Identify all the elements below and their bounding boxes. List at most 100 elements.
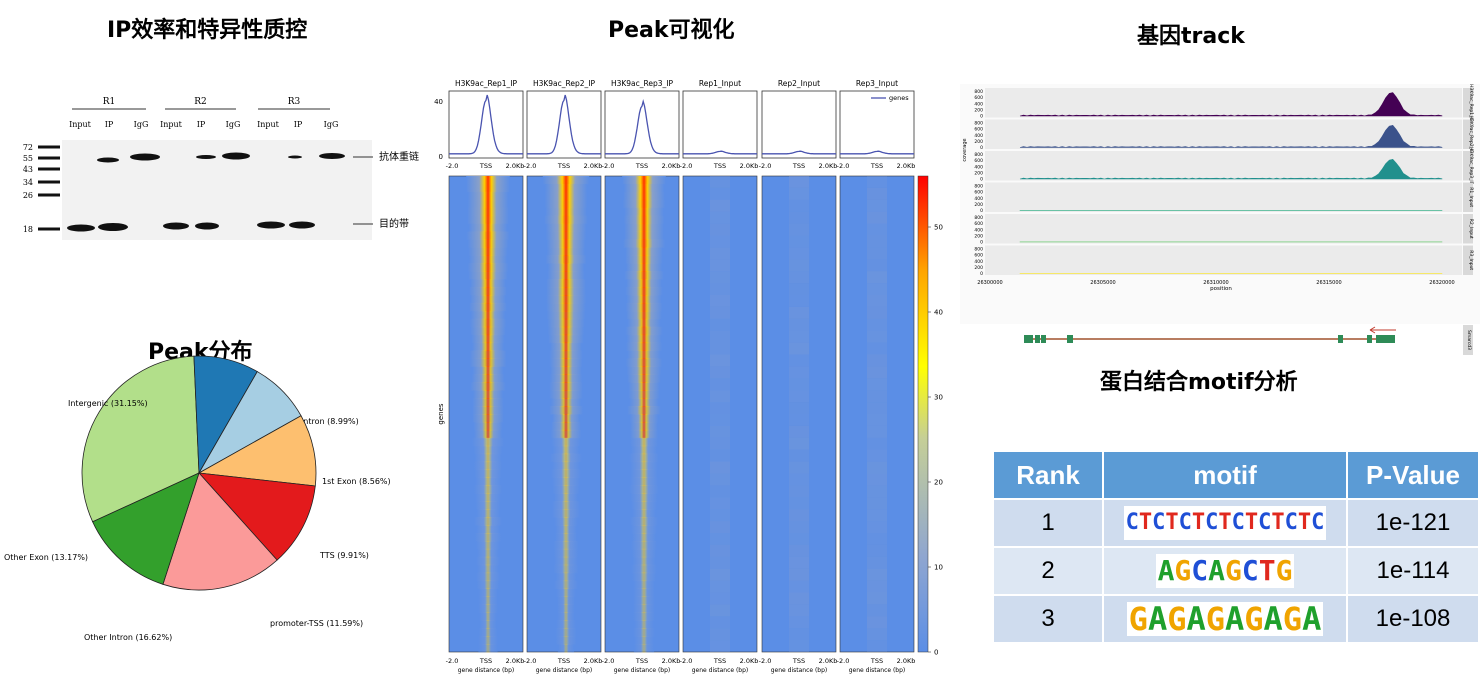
heatmap-row — [474, 429, 502, 439]
heatmap-row — [547, 271, 585, 280]
heatmap-row — [867, 473, 887, 486]
heatmap-row — [555, 636, 577, 645]
profile-xtick: TSS — [870, 162, 883, 170]
heatmap-row — [632, 628, 656, 637]
table-row: 1 CTCTCTCTCTCTCTC 1e-121 — [994, 500, 1478, 546]
heatmap-row — [470, 279, 506, 288]
target-band — [98, 223, 128, 231]
heatmap-row — [710, 199, 730, 212]
motif-letter: A — [1208, 554, 1225, 587]
heatmap-row — [478, 636, 498, 645]
heatmap-row — [710, 187, 730, 200]
heatmap-row — [546, 287, 586, 296]
profile-xtick: -2.0 — [759, 162, 772, 170]
heatmap-row — [549, 390, 583, 399]
table-row: 3 GAGAGAGAGA 1e-108 — [994, 596, 1478, 642]
heatmap-xlabel: gene distance (bp) — [614, 667, 671, 674]
heatmap-row — [631, 501, 657, 510]
gene-exon — [1035, 335, 1040, 343]
motif-letter: A — [1186, 599, 1206, 638]
marker-label: 26 — [23, 191, 33, 200]
track-name: H3K9ac_Rep3_IP — [1468, 147, 1474, 185]
heatmap-row — [549, 374, 583, 383]
heatmap-row — [789, 628, 809, 641]
heatmap-row — [867, 449, 887, 462]
heatmap-row — [470, 310, 506, 320]
gene-exon — [1067, 335, 1073, 343]
heatmap-row — [474, 469, 502, 478]
heatmap-row — [557, 612, 575, 621]
heatmap-row — [789, 485, 809, 498]
track-ytick: 400 — [974, 227, 983, 233]
motif-logo: CTCTCTCTCTCTCTC — [1123, 506, 1327, 540]
heatmap-row — [476, 540, 500, 550]
pie-label: TTS (9.91%) — [319, 551, 369, 560]
heatmap-row — [550, 342, 582, 352]
profile-line — [527, 94, 601, 155]
heatmap-row — [471, 374, 505, 383]
heatmap-row — [473, 421, 503, 431]
heatmap-row — [469, 287, 507, 296]
heatmap-row — [466, 183, 510, 193]
heatmap-xtick: TSS — [557, 657, 570, 665]
heatmap-row — [789, 604, 809, 617]
heatmap-row — [631, 533, 657, 542]
profile-xtick: 2.0Kb — [819, 162, 838, 170]
heatmap-row — [789, 283, 809, 295]
heatmap-row — [547, 263, 585, 272]
heatmap-row — [629, 437, 659, 447]
colorbar-tick-label: 40 — [934, 309, 943, 317]
heatmap-row — [789, 342, 809, 355]
profile-xtick: -2.0 — [446, 162, 459, 170]
profile-box — [448, 90, 524, 159]
track-xtick: 26300000 — [977, 280, 1002, 286]
track-name: R3_Input — [1468, 250, 1474, 270]
track-strip — [1463, 214, 1473, 244]
pie-label: Other Exon (13.17%) — [4, 553, 88, 562]
heatmap-row — [625, 342, 663, 352]
heatmap-xlabel: gene distance (bp) — [458, 667, 515, 674]
heatmap-xtick: 2.0Kb — [506, 657, 525, 665]
heatmap-row — [710, 295, 730, 307]
heatmap-row — [627, 318, 661, 328]
heatmap-row — [547, 318, 585, 328]
heatmap-row — [548, 334, 584, 344]
heatmap-row — [556, 588, 576, 597]
heatmap-row — [789, 640, 809, 652]
heatmap-row — [470, 382, 506, 391]
heatmap-row — [473, 485, 503, 494]
heatmap-row — [867, 568, 887, 581]
marker-band — [38, 156, 60, 160]
track-strip — [1463, 182, 1473, 212]
heatmap-row — [710, 449, 730, 462]
pie-slice — [198, 472, 316, 561]
heatmap-xtick: 2.0Kb — [584, 657, 603, 665]
heatmap-row — [626, 295, 662, 304]
heatmap-row — [789, 437, 809, 450]
heatmap-row — [710, 473, 730, 486]
pie-slice — [197, 415, 317, 487]
heatmap-row — [476, 580, 500, 590]
target-band — [257, 221, 285, 229]
track-name: H3K9ac_Rep1_IP — [1468, 84, 1474, 122]
profile-line — [605, 99, 679, 155]
heatmap-row — [710, 414, 730, 426]
western-blot: R1 R2 R3 Input IP IgG Input IP IgG Input IP IgG 72 55… — [23, 97, 419, 240]
coverage-area — [1019, 124, 1443, 148]
heatmap-row — [789, 616, 809, 629]
coverage-area — [1019, 92, 1443, 117]
heatmap-row — [789, 390, 809, 403]
heatmap-row — [553, 540, 579, 550]
heatmap-row — [632, 604, 656, 613]
marker-band — [38, 167, 60, 171]
heatmap-row — [789, 449, 809, 462]
pie-chart: Intergenic (31.15%) 1st Intron (8.99%) 1st… — [4, 355, 391, 642]
heatmap-row — [789, 259, 809, 272]
target-band — [289, 221, 315, 229]
track-ytick: 0 — [980, 177, 983, 183]
motif-letter: C — [1152, 510, 1166, 535]
track-ylabel: coverage — [962, 138, 968, 161]
header-pvalue: P-Value — [1348, 452, 1478, 498]
track-xtick: 26310000 — [1203, 280, 1228, 286]
track-strip — [1463, 119, 1473, 149]
